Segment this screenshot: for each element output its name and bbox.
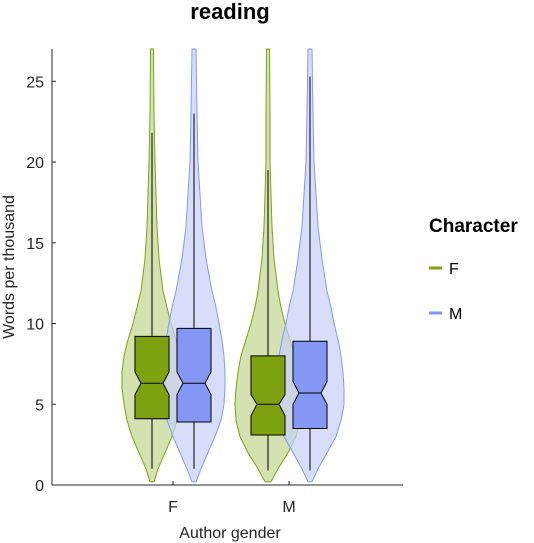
plot-area (121, 48, 345, 483)
legend-label-M: M (449, 306, 462, 323)
box-F-M (250, 355, 286, 436)
y-tick-label: 0 (35, 478, 44, 495)
legend: Character F M (429, 216, 518, 323)
y-tick-label: 5 (35, 397, 44, 414)
box-F-F (134, 335, 170, 420)
y-tick-label: 15 (26, 236, 44, 253)
y-axis-label: Words per thousand (1, 195, 18, 339)
axes: 0 5 10 15 20 25 F M (26, 49, 403, 516)
x-tick-label: F (168, 499, 178, 516)
box-M-F (176, 327, 212, 423)
chart-title: reading (190, 0, 269, 24)
legend-label-F: F (449, 261, 459, 278)
y-tick-label: 20 (26, 155, 44, 172)
y-tick-label: 25 (26, 74, 44, 91)
legend-title: Character (429, 216, 518, 237)
y-tick-label: 10 (26, 317, 44, 334)
x-axis-label: Author gender (179, 525, 281, 542)
box-M-M (292, 340, 328, 429)
x-tick-label: M (282, 499, 295, 516)
